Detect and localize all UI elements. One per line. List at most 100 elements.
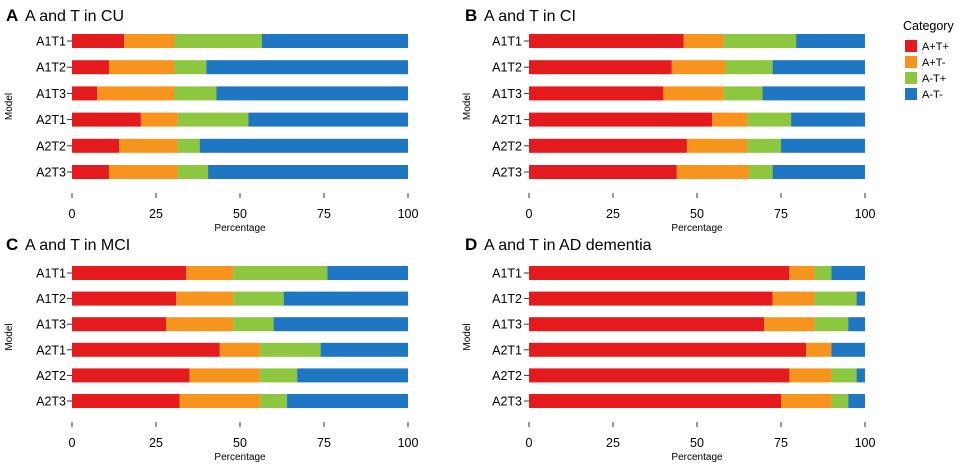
panel-d: D A and T in AD dementia A1T1 A1T2 A1T3 A2T… bbox=[462, 235, 875, 463]
bar-a2t2-apostpos bbox=[529, 138, 687, 153]
bar-a2t1-apostpos bbox=[72, 342, 220, 357]
bar-a2t1-apostneg bbox=[219, 342, 261, 357]
bar-a2t3-apostpos bbox=[529, 394, 781, 408]
bar-a1t3-anegtpos bbox=[174, 86, 217, 101]
y-tick-label: A1T2 bbox=[492, 292, 522, 306]
panel-letter-a: A bbox=[6, 6, 18, 25]
bar-a1t1-apostneg bbox=[124, 34, 175, 48]
bar-a2t3-apostneg bbox=[676, 165, 750, 179]
y-axis-title: Model bbox=[4, 323, 15, 350]
panel-a: A A and T in CU A1T1 A1T2 A1T3 A2T1 A2T2 A2T3… bbox=[4, 6, 418, 234]
bar-a2t1-apostpos bbox=[72, 112, 141, 127]
x-tick-label: 50 bbox=[690, 436, 704, 450]
bar-a2t3-anegtneg bbox=[772, 165, 865, 179]
y-tick-label: A2T2 bbox=[36, 369, 66, 383]
bar-a1t3-apostneg bbox=[97, 86, 175, 101]
bar-a1t3-anegtneg bbox=[848, 317, 865, 332]
x-tick-label: 50 bbox=[690, 207, 704, 221]
bar-a2t3-anegtneg bbox=[208, 165, 408, 179]
bar-a2t2-apostneg bbox=[789, 368, 832, 383]
x-tick-label: 75 bbox=[317, 207, 331, 221]
y-axis-title: Model bbox=[462, 323, 473, 350]
bar-a2t1-anegtpos bbox=[747, 112, 792, 127]
bar-a1t3-anegtneg bbox=[273, 317, 408, 332]
y-axis-title: Model bbox=[4, 93, 15, 120]
y-tick-label: A1T3 bbox=[36, 318, 66, 332]
y-tick-label: A2T2 bbox=[492, 369, 522, 383]
bar-a1t1-anegtneg bbox=[796, 34, 865, 48]
bar-a2t1-anegtpos bbox=[260, 342, 321, 357]
bar-a1t1-apostpos bbox=[529, 266, 790, 280]
x-axis-title: Percentage bbox=[671, 452, 723, 463]
y-tick-label: A1T1 bbox=[492, 267, 522, 281]
bar-a1t2-apostpos bbox=[529, 60, 672, 75]
bar-a2t3-apostneg bbox=[108, 165, 178, 179]
bar-a2t3-apostpos bbox=[72, 394, 180, 408]
y-tick-label: A2T2 bbox=[492, 139, 522, 153]
x-tick-label: 100 bbox=[855, 436, 876, 450]
y-tick-label: A2T3 bbox=[36, 395, 66, 409]
y-tick-label: A2T1 bbox=[492, 113, 522, 127]
x-tick-label: 75 bbox=[774, 207, 788, 221]
bar-a1t3-apostneg bbox=[166, 317, 234, 332]
x-axis-title: Percentage bbox=[214, 223, 266, 234]
x-tick-label: 75 bbox=[317, 436, 331, 450]
bar-a1t3-apostpos bbox=[529, 86, 664, 101]
y-tick-label: A1T1 bbox=[492, 35, 522, 49]
y-tick-label: A1T2 bbox=[492, 61, 522, 75]
bar-a1t2-anegtpos bbox=[725, 60, 773, 75]
bar-a2t3-apostneg bbox=[179, 394, 261, 408]
bar-a2t1-apostpos bbox=[529, 112, 713, 127]
legend-swatch bbox=[905, 88, 917, 100]
bar-a2t1-anegtneg bbox=[320, 342, 408, 357]
legend-label: A+T+ bbox=[922, 41, 949, 53]
bar-a2t2-apostpos bbox=[72, 138, 120, 153]
bar-a1t3-anegtpos bbox=[723, 86, 763, 101]
bar-a2t2-apostpos bbox=[529, 368, 790, 383]
bar-a2t1-apostneg bbox=[806, 342, 832, 357]
bar-a2t1-anegtpos bbox=[177, 112, 249, 127]
bar-a2t3-apostpos bbox=[529, 165, 677, 179]
bar-a1t1-apostpos bbox=[72, 34, 125, 48]
bar-a1t1-anegtneg bbox=[327, 266, 408, 280]
bar-a1t1-anegtpos bbox=[814, 266, 832, 280]
y-tick-label: A2T3 bbox=[36, 166, 66, 180]
bar-a1t2-anegtneg bbox=[856, 291, 865, 306]
plot-area-c: A1T1 A1T2 A1T3 A2T1 A2T2 A2T3 0 25 50 75 100 Percen… bbox=[4, 266, 418, 463]
bar-a1t2-apostneg bbox=[772, 291, 815, 306]
plot-area-b: A1T1 A1T2 A1T3 A2T1 A2T2 A2T3 0 25 50 75 100 Percen… bbox=[462, 34, 875, 234]
bar-a2t1-apostneg bbox=[140, 112, 178, 127]
y-tick-label: A2T1 bbox=[36, 113, 66, 127]
x-tick-label: 0 bbox=[69, 207, 76, 221]
y-tick-label: A2T3 bbox=[492, 166, 522, 180]
bar-a1t1-apostpos bbox=[72, 266, 187, 280]
plot-area-d: A1T1 A1T2 A1T3 A2T1 A2T2 A2T3 0 25 50 75 100 Percen… bbox=[462, 266, 875, 463]
legend-label: A+T- bbox=[922, 57, 946, 69]
x-tick-label: 0 bbox=[69, 436, 76, 450]
bar-a2t2-apostneg bbox=[119, 138, 178, 153]
bar-a1t1-apostneg bbox=[186, 266, 234, 280]
bar-a2t1-apostneg bbox=[712, 112, 748, 127]
panel-letter-d: D bbox=[465, 235, 477, 254]
bar-a2t3-anegtpos bbox=[749, 165, 773, 179]
bar-a2t2-anegtpos bbox=[747, 138, 781, 153]
bar-a2t2-anegtneg bbox=[781, 138, 865, 153]
y-axis-title: Model bbox=[462, 93, 473, 120]
x-tick-label: 25 bbox=[149, 436, 163, 450]
y-tick-label: A1T1 bbox=[36, 35, 66, 49]
bar-a1t2-anegtpos bbox=[233, 291, 284, 306]
bar-a2t1-anegtneg bbox=[791, 112, 865, 127]
bar-a2t3-apostneg bbox=[781, 394, 832, 408]
bar-a1t3-anegtneg bbox=[216, 86, 408, 101]
x-tick-label: 50 bbox=[233, 436, 247, 450]
y-tick-label: A1T3 bbox=[492, 87, 522, 101]
legend-label: A-T+ bbox=[922, 73, 946, 85]
x-tick-label: 0 bbox=[526, 207, 533, 221]
x-axis-title: Percentage bbox=[671, 223, 723, 234]
x-tick-label: 100 bbox=[398, 207, 419, 221]
x-tick-label: 100 bbox=[855, 207, 876, 221]
panel-title-b: A and T in CI bbox=[484, 8, 576, 25]
x-tick-label: 25 bbox=[149, 207, 163, 221]
bar-a2t2-apostneg bbox=[686, 138, 748, 153]
y-tick-label: A2T1 bbox=[36, 343, 66, 357]
